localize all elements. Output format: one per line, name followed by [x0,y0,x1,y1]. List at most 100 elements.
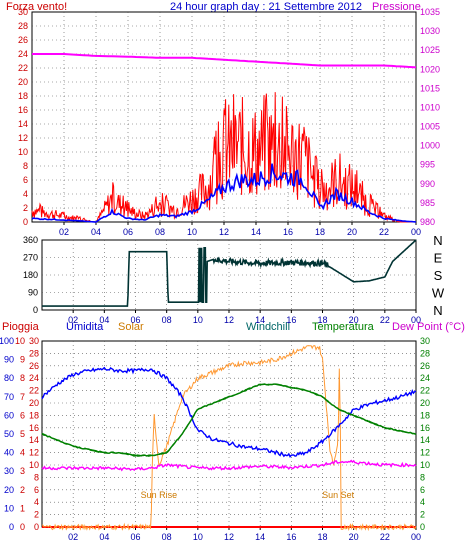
wind-y-tick-22: 22 [18,63,28,73]
x-tick-label-20: 20 [349,532,359,542]
rain-y-tick-2: 2 [20,485,25,495]
solar-y-tick-26: 26 [29,361,39,371]
solar-y-tick-24: 24 [29,373,39,383]
temperature-x-axis: 02 04 06 08 10 12 14 16 18 20 22 00 [68,527,421,542]
pressure-y-tick-1030: 1030 [420,26,440,36]
x-tick-label-10: 10 [193,315,203,325]
x-tick-label-12: 12 [219,227,229,237]
solar-y-tick-8: 8 [34,472,39,482]
wind-y-tick-14: 14 [18,119,28,129]
x-tick-label-20: 20 [347,227,357,237]
temp-y-tick-30: 30 [420,336,430,346]
direction-y-tick-270: 270 [23,253,38,263]
compass-label-1: W [432,286,445,301]
x-tick-label-16: 16 [283,227,293,237]
temp-y-tick-24: 24 [420,373,430,383]
solar-y-tick-10: 10 [29,460,39,470]
compass-label-2: S [434,268,443,283]
pressure-y-tick-995: 995 [420,160,435,170]
dewpoint-header: Dew Point (°C) [392,321,465,333]
pressure-y-tick-985: 985 [420,198,435,208]
pressure-y-tick-1035: 1035 [420,7,440,17]
solar-y-tick-18: 18 [29,410,39,420]
x-tick-label-06: 06 [130,315,140,325]
wind-y-tick-28: 28 [18,21,28,31]
humidity-y-tick-100: 100 [0,336,14,346]
x-tick-label-18: 18 [317,315,327,325]
temp-y-tick-6: 6 [420,485,425,495]
sunrise-label: Sun Rise [141,490,178,500]
solar-y-tick-2: 2 [34,510,39,520]
x-tick-label-22: 22 [380,315,390,325]
rain-y-tick-4: 4 [20,448,25,458]
solar-y-tick-14: 14 [29,435,39,445]
pressure-y-tick-990: 990 [420,179,435,189]
wind-y-tick-18: 18 [18,91,28,101]
wind-y-tick-0: 0 [23,217,28,227]
rain-y-tick-8: 8 [20,373,25,383]
solar-y-tick-22: 22 [29,386,39,396]
pressure-y-tick-1025: 1025 [420,45,440,55]
direction-y-tick-180: 180 [23,270,38,280]
x-tick-label-14: 14 [255,532,265,542]
series-dewpoint [41,459,417,472]
humidity-y-tick-30: 30 [4,466,14,476]
rain-header: Pioggia [2,321,40,333]
humidity-y-tick-60: 60 [4,410,14,420]
pressure-axis-title: Pressione [372,1,421,13]
sunset-label: Sun Set [322,490,355,500]
solar-y-tick-4: 4 [34,497,39,507]
temp-y-tick-18: 18 [420,410,430,420]
rain-y-tick-9: 9 [20,355,25,365]
humidity-header: Umidita [66,321,104,333]
x-tick-label-16: 16 [286,315,296,325]
solar-y-tick-6: 6 [34,485,39,495]
rain-y-tick-10: 10 [15,336,25,346]
wind-y-tick-10: 10 [18,147,28,157]
humidity-y-tick-20: 20 [4,485,14,495]
series-pressure [32,53,417,69]
compass-label-3: E [434,251,443,266]
wind-y-tick-4: 4 [23,189,28,199]
wind-x-axis: 02 04 06 08 10 12 14 16 18 20 22 00 [59,222,421,237]
direction-y-tick-90: 90 [28,288,38,298]
temp-y-tick-8: 8 [420,472,425,482]
series-humidity [41,366,417,459]
wind-y-tick-12: 12 [18,133,28,143]
temperature-header: Temperatura [312,321,375,333]
solar-y-tick-28: 28 [29,348,39,358]
rain-y-tick-6: 6 [20,410,25,420]
pressure-y-tick-1005: 1005 [420,122,440,132]
x-tick-label-08: 08 [162,315,172,325]
x-tick-label-14: 14 [255,315,265,325]
temp-y-tick-2: 2 [420,510,425,520]
x-tick-label-06: 06 [130,532,140,542]
rain-y-tick-3: 3 [20,466,25,476]
x-tick-label-14: 14 [251,227,261,237]
temp-y-tick-0: 0 [420,522,425,532]
x-tick-label-00: 00 [411,227,421,237]
x-tick-label-16: 16 [286,532,296,542]
solar-y-tick-16: 16 [29,423,39,433]
series-wind-average [31,163,417,223]
x-tick-label-22: 22 [379,227,389,237]
direction-x-axis: 02 04 06 08 10 12 14 16 18 20 22 00 [68,310,421,325]
temp-y-tick-20: 20 [420,398,430,408]
rain-y-tick-1: 1 [20,503,25,513]
x-tick-label-02: 02 [68,532,78,542]
x-tick-label-08: 08 [155,227,165,237]
x-tick-label-04: 04 [99,532,109,542]
temp-y-tick-28: 28 [420,348,430,358]
series-solar [41,345,417,532]
wind-y-tick-16: 16 [18,105,28,115]
wind-y-tick-8: 8 [23,161,28,171]
wind-y-tick-6: 6 [23,175,28,185]
rain-y-tick-5: 5 [20,429,25,439]
x-tick-label-00: 00 [411,532,421,542]
rain-y-tick-7: 7 [20,392,25,402]
x-tick-label-10: 10 [193,532,203,542]
temp-y-tick-22: 22 [420,386,430,396]
temperature-panel-grid [42,341,416,527]
x-tick-label-02: 02 [68,315,78,325]
